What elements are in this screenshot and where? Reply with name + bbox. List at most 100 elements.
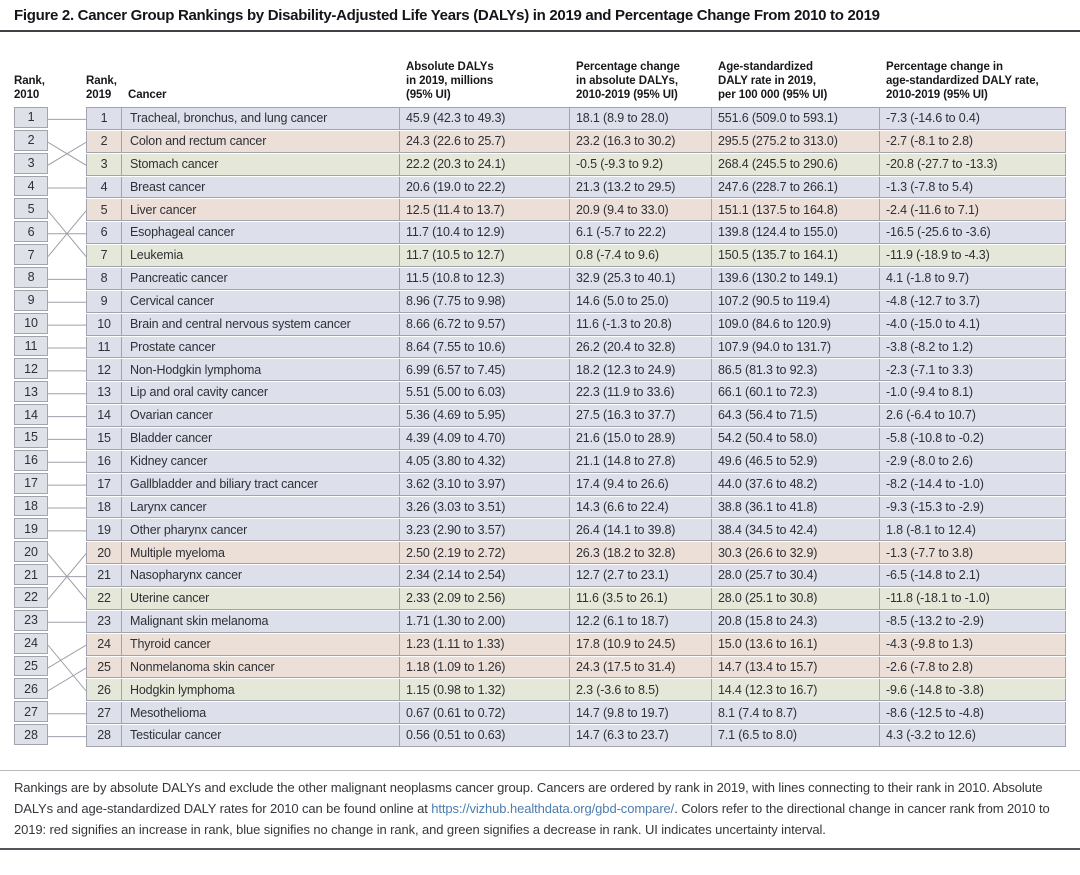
pct-change-rate-cell: -20.8 (-27.7 to -13.3) [879, 153, 1067, 175]
gbd-compare-link[interactable]: https://vizhub.healthdata.org/gbd-compar… [431, 800, 675, 816]
absolute-dalys-cell: 8.96 (7.75 to 9.98) [399, 290, 569, 312]
cancer-name-cell: Testicular cancer [121, 725, 399, 747]
rank-2010-cell: 1 [14, 107, 48, 128]
pct-change-dalys-cell: 21.3 (13.2 to 29.5) [569, 176, 711, 198]
cancer-name-cell: Cervical cancer [121, 290, 399, 312]
rank-2019-cell: 25 [97, 659, 111, 674]
rank-2010-cell: 7 [14, 244, 48, 266]
pct-change-dalys-cell: 12.7 (2.7 to 23.1) [569, 565, 711, 587]
rank-2010-cell: 18 [14, 495, 48, 517]
cancer-name-cell: Colon and rectum cancer [121, 130, 399, 152]
rank-2019-cell: 5 [100, 202, 108, 217]
rank-connector-line [48, 644, 86, 692]
age-standardized-rate-cell: 28.0 (25.1 to 30.8) [711, 588, 879, 609]
rank-2010-cell: 2 [14, 129, 48, 151]
table-rows: 1 Tracheal, bronchus, and lung cancer 45… [86, 107, 1066, 748]
rank-2010-cell: 13 [14, 381, 48, 403]
table-row: 7 Leukemia 11.7 (10.5 to 12.7) 0.8 (-7.4… [86, 245, 1066, 268]
pct-change-rate-cell: -2.9 (-8.0 to 2.6) [879, 450, 1067, 472]
absolute-dalys-cell: 1.71 (1.30 to 2.00) [399, 610, 569, 632]
pct-change-dalys-cell: 32.9 (25.3 to 40.1) [569, 268, 711, 289]
rank-2019-cell: 8 [100, 271, 108, 286]
cancer-name-cell: Leukemia [121, 245, 399, 267]
absolute-dalys-cell: 8.64 (7.55 to 10.6) [399, 336, 569, 358]
table-row: 24 Thyroid cancer 1.23 (1.11 to 1.33) 17… [86, 633, 1066, 656]
pct-change-rate-cell: -1.3 (-7.8 to 5.4) [879, 176, 1067, 198]
cancer-name-cell: Nasopharynx cancer [121, 565, 399, 587]
age-standardized-rate-cell: 551.6 (509.0 to 593.1) [711, 108, 879, 129]
rank-2010-cell: 19 [14, 518, 48, 540]
table-row: 16 Kidney cancer 4.05 (3.80 to 4.32) 21.… [86, 450, 1067, 473]
pct-change-rate-cell: -4.0 (-15.0 to 4.1) [879, 313, 1067, 335]
rank-2019-cell: 20 [97, 545, 111, 560]
absolute-dalys-cell: 2.34 (2.14 to 2.54) [399, 565, 569, 587]
rank-2019-cell: 1 [100, 111, 108, 126]
absolute-dalys-cell: 6.99 (6.57 to 7.45) [399, 359, 569, 381]
rank-2019-cell: 17 [97, 476, 111, 491]
pct-change-rate-cell: -2.3 (-7.1 to 3.3) [879, 359, 1067, 381]
pct-change-dalys-cell: 17.8 (10.9 to 24.5) [569, 633, 711, 655]
rank-2019-cell: 28 [97, 728, 111, 743]
footnote-text-after: . Colors refer to the directional change… [14, 800, 1050, 837]
pct-change-dalys-cell: 17.4 (9.4 to 26.6) [569, 473, 711, 495]
bottom-rule [0, 848, 1080, 851]
table-row: 20 Multiple myeloma 2.50 (2.19 to 2.72) … [86, 542, 1066, 565]
absolute-dalys-cell: 45.9 (42.3 to 49.3) [399, 108, 569, 129]
pct-change-rate-cell: -5.8 (-10.8 to -0.2) [879, 428, 1067, 449]
rank-2010-cell: 21 [14, 564, 48, 586]
table-row: 4 Breast cancer 20.6 (19.0 to 22.2) 21.3… [86, 176, 1067, 199]
pct-change-dalys-cell: 11.6 (3.5 to 26.1) [569, 588, 711, 609]
age-standardized-rate-cell: 268.4 (245.5 to 290.6) [711, 153, 879, 175]
rank-2019-cell: 10 [97, 316, 111, 331]
header-rank-2010: Rank, 2010 [14, 74, 45, 101]
rank-2010-cell: 27 [14, 701, 48, 723]
pct-change-dalys-cell: 26.4 (14.1 to 39.8) [569, 519, 711, 541]
pct-change-dalys-cell: -0.5 (-9.3 to 9.2) [569, 153, 711, 175]
cancer-name-cell: Uterine cancer [121, 588, 399, 609]
rank-2010-cell: 24 [14, 632, 48, 654]
table-row: 17 Gallbladder and biliary tract cancer … [86, 473, 1066, 496]
age-standardized-rate-cell: 14.4 (12.3 to 16.7) [711, 679, 879, 701]
rank-2019-cell: 14 [97, 408, 111, 423]
age-standardized-rate-cell: 15.0 (13.6 to 16.1) [711, 633, 879, 655]
table-row: 26 Hodgkin lymphoma 1.15 (0.98 to 1.32) … [86, 679, 1066, 702]
rank-2019-cell: 12 [97, 362, 111, 377]
cancer-name-cell: Ovarian cancer [121, 405, 399, 427]
pct-change-dalys-cell: 11.6 (-1.3 to 20.8) [569, 313, 711, 335]
cancer-name-cell: Lip and oral cavity cancer [121, 382, 399, 404]
cancer-name-cell: Gallbladder and biliary tract cancer [121, 473, 399, 495]
pct-change-rate-cell: -2.7 (-8.1 to 2.8) [879, 130, 1067, 152]
table-row: 21 Nasopharynx cancer 2.34 (2.14 to 2.54… [86, 565, 1066, 588]
rank-2019-cell: 16 [97, 454, 111, 469]
pct-change-rate-cell: -16.5 (-25.6 to -3.6) [879, 222, 1067, 244]
age-standardized-rate-cell: 30.3 (26.6 to 32.9) [711, 542, 879, 564]
absolute-dalys-cell: 4.05 (3.80 to 4.32) [399, 450, 569, 472]
cancer-name-cell: Esophageal cancer [121, 222, 399, 244]
age-standardized-rate-cell: 54.2 (50.4 to 58.0) [711, 428, 879, 449]
absolute-dalys-cell: 2.50 (2.19 to 2.72) [399, 542, 569, 564]
header-cancer: Cancer [128, 88, 167, 101]
cancer-name-cell: Nonmelanoma skin cancer [121, 656, 399, 678]
pct-change-rate-cell: -11.8 (-18.1 to -1.0) [879, 588, 1067, 609]
footnote-rule [0, 770, 1080, 772]
pct-change-dalys-cell: 6.1 (-5.7 to 22.2) [569, 222, 711, 244]
cancer-name-cell: Bladder cancer [121, 428, 399, 449]
rank-2019-cell: 22 [97, 591, 111, 606]
table-row: 22 Uterine cancer 2.33 (2.09 to 2.56) 11… [86, 588, 1066, 610]
rank-2019-cell: 2 [100, 134, 108, 149]
rank-2019-cell: 15 [97, 431, 111, 446]
absolute-dalys-cell: 1.18 (1.09 to 1.26) [399, 656, 569, 678]
absolute-dalys-cell: 0.67 (0.61 to 0.72) [399, 702, 569, 724]
pct-change-rate-cell: -2.4 (-11.6 to 7.1) [879, 199, 1067, 221]
cancer-name-cell: Mesothelioma [121, 702, 399, 724]
absolute-dalys-cell: 3.62 (3.10 to 3.97) [399, 473, 569, 495]
age-standardized-rate-cell: 44.0 (37.6 to 48.2) [711, 473, 879, 495]
absolute-dalys-cell: 11.7 (10.5 to 12.7) [399, 245, 569, 267]
age-standardized-rate-cell: 38.4 (34.5 to 42.4) [711, 519, 879, 541]
rank-connectors [48, 118, 86, 738]
rank-2019-cell: 19 [97, 522, 111, 537]
pct-change-dalys-cell: 21.1 (14.8 to 27.8) [569, 450, 711, 472]
pct-change-rate-cell: 4.3 (-3.2 to 12.6) [879, 725, 1067, 747]
rank-2010-cell: 14 [14, 404, 48, 426]
table-header-row: Rank, 2010 Rank, 2019 Cancer Absolute DA… [14, 46, 1066, 107]
